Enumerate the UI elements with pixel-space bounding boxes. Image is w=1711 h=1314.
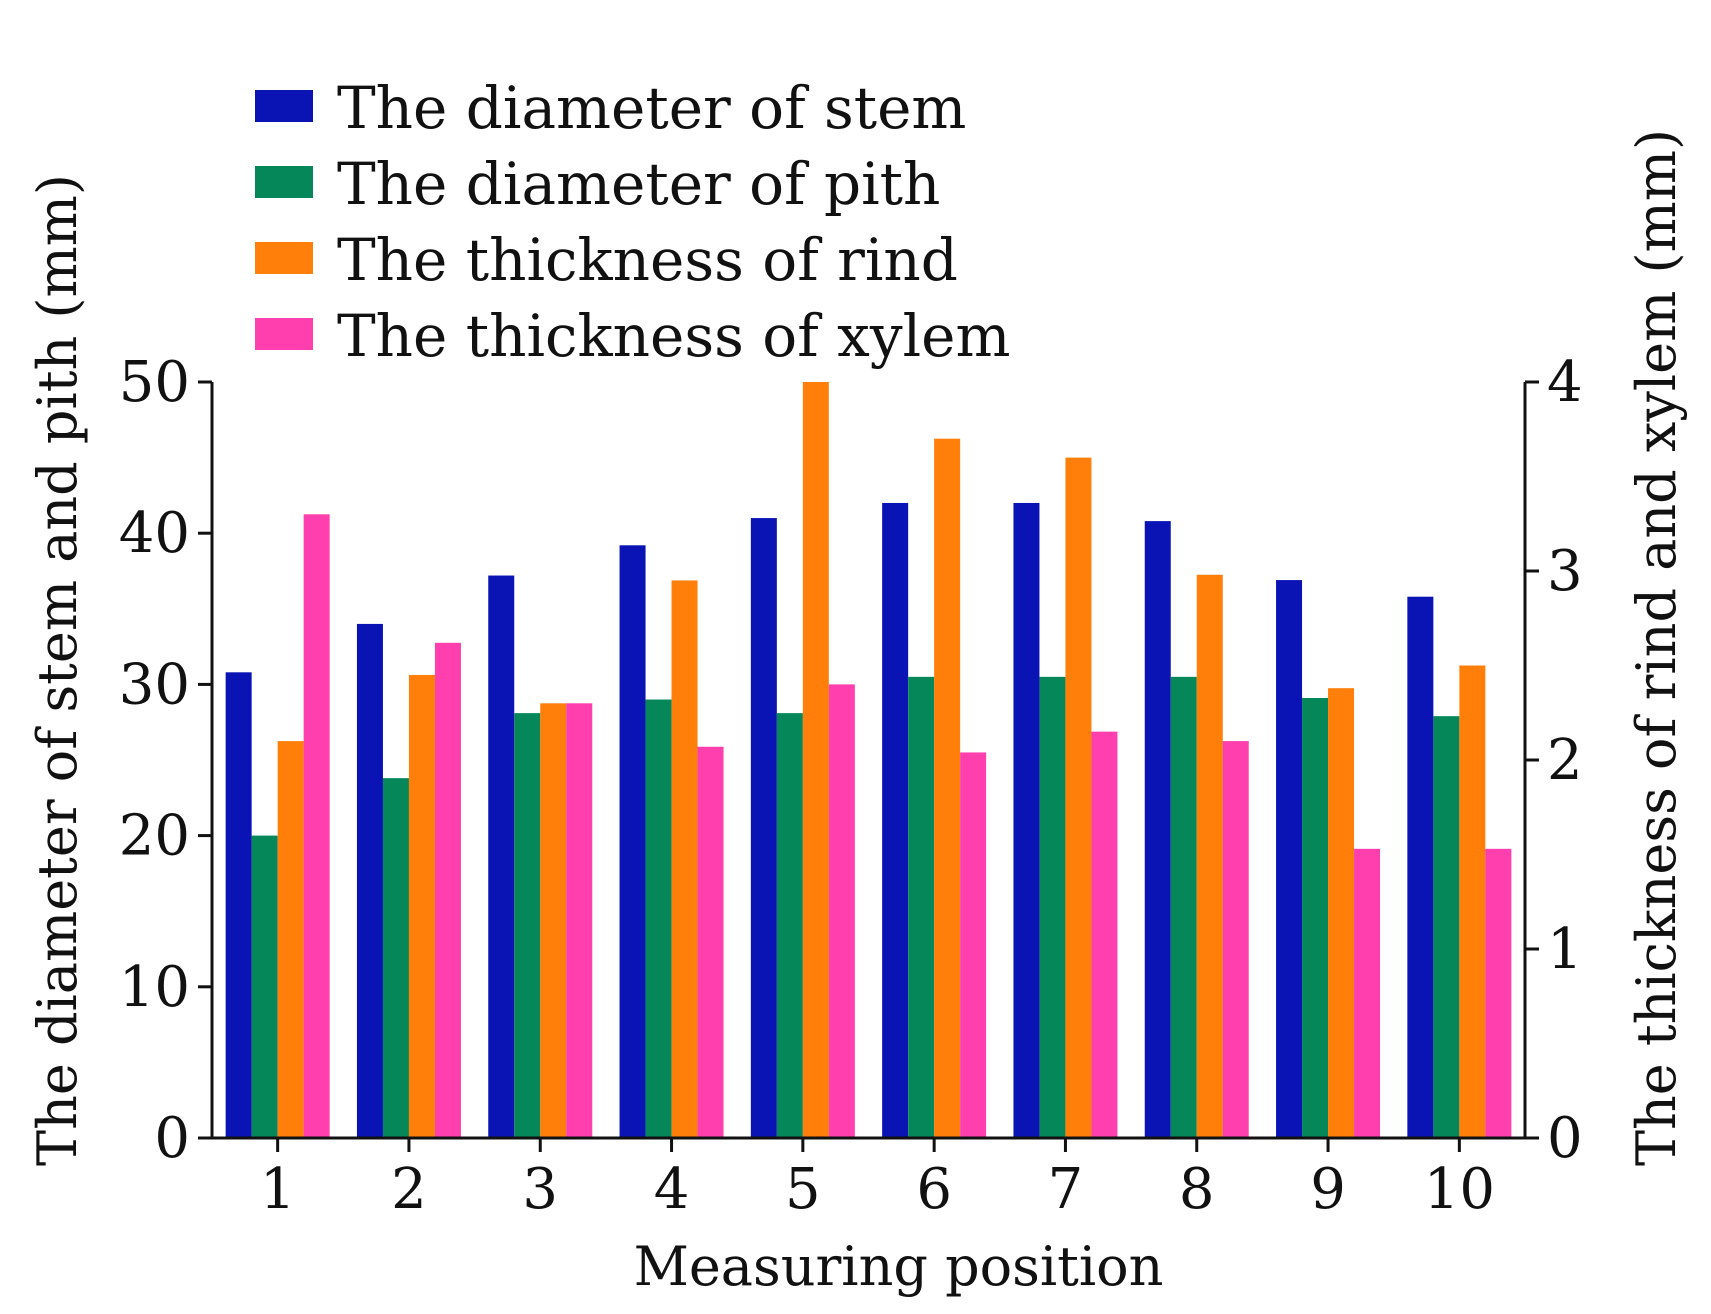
bar-the-thickness-of-rind-4 [671, 580, 698, 1138]
y-right-tick-label: 0 [1547, 1106, 1583, 1171]
bar-the-diameter-of-stem-6 [882, 502, 909, 1139]
bar-the-thickness-of-xylem-7 [1091, 731, 1118, 1138]
x-tick-label: 5 [785, 1157, 821, 1222]
bar-the-thickness-of-xylem-4 [697, 746, 724, 1138]
y-left-tick-label: 0 [154, 1106, 190, 1171]
bar-the-diameter-of-pith-5 [776, 713, 803, 1138]
x-tick-label: 9 [1310, 1157, 1346, 1222]
bar-the-thickness-of-rind-3 [540, 703, 567, 1138]
bar-the-thickness-of-rind-10 [1459, 665, 1486, 1138]
bar-the-diameter-of-pith-9 [1302, 698, 1329, 1138]
bar-the-thickness-of-xylem-5 [828, 684, 855, 1138]
bar-the-diameter-of-pith-10 [1433, 716, 1460, 1138]
x-tick-label: 7 [1048, 1157, 1084, 1222]
ticks: 0 10 20 30 40 50 0 1 2 3 4 1 2 3 4 5 6 7 8 9 10 [119, 350, 1583, 1222]
x-tick-label: 4 [654, 1157, 690, 1222]
bar-the-diameter-of-stem-8 [1144, 521, 1171, 1138]
x-tick-label: 3 [522, 1157, 558, 1222]
bar-the-diameter-of-stem-4 [619, 545, 646, 1138]
bar-the-thickness-of-xylem-6 [960, 752, 987, 1138]
bar-the-diameter-of-stem-10 [1407, 596, 1434, 1138]
x-axis-title: Measuring position [634, 1235, 1164, 1298]
y-left-tick-label: 10 [119, 955, 190, 1020]
x-tick-label: 6 [916, 1157, 952, 1222]
y-right-tick-label: 2 [1547, 728, 1583, 793]
legend-swatch [255, 166, 313, 198]
y-left-tick-label: 40 [119, 501, 190, 566]
bar-the-thickness-of-rind-9 [1328, 688, 1355, 1138]
bar-the-thickness-of-xylem-1 [303, 514, 330, 1138]
y-left-tick-label: 50 [119, 350, 190, 415]
bar-the-diameter-of-stem-7 [1013, 502, 1040, 1139]
x-tick-label: 8 [1179, 1157, 1215, 1222]
legend-label: The thickness of xylem [337, 302, 1010, 370]
bar-the-thickness-of-rind-7 [1065, 457, 1092, 1139]
bars [225, 382, 1512, 1139]
bar-the-thickness-of-rind-8 [1196, 574, 1223, 1138]
legend-swatch [255, 242, 313, 274]
x-tick-label: 2 [391, 1157, 427, 1222]
bar-the-diameter-of-pith-2 [382, 778, 409, 1138]
y-axis-right-title: The thickness of rind and xylem (mm) [1625, 129, 1688, 1166]
x-tick-label: 10 [1424, 1157, 1495, 1222]
bar-the-thickness-of-rind-6 [934, 438, 961, 1138]
bar-the-thickness-of-xylem-10 [1485, 848, 1512, 1138]
bar-the-thickness-of-xylem-9 [1354, 848, 1381, 1138]
bar-the-thickness-of-rind-2 [408, 674, 435, 1138]
legend-label: The diameter of pith [337, 150, 940, 218]
x-tick-label: 1 [260, 1157, 296, 1222]
bar-the-thickness-of-xylem-3 [566, 703, 593, 1138]
bar-the-thickness-of-xylem-8 [1222, 741, 1249, 1138]
bar-the-diameter-of-stem-9 [1276, 580, 1303, 1138]
legend-label: The thickness of rind [337, 226, 958, 294]
legend-swatch [255, 90, 313, 122]
bar-the-diameter-of-stem-5 [750, 518, 777, 1138]
bar-the-diameter-of-stem-1 [225, 672, 252, 1138]
y-right-tick-label: 4 [1547, 350, 1583, 415]
y-axis-left-title: The diameter of stem and pith (mm) [26, 174, 89, 1166]
y-left-tick-label: 30 [119, 652, 190, 717]
legend-label: The diameter of stem [337, 74, 966, 142]
y-left-tick-label: 20 [119, 804, 190, 869]
y-right-tick-label: 1 [1547, 917, 1583, 982]
bar-the-diameter-of-pith-6 [908, 676, 935, 1138]
bar-the-diameter-of-pith-7 [1039, 676, 1066, 1138]
legend: The diameter of stem The diameter of pith… [255, 74, 1010, 370]
bar-the-diameter-of-stem-3 [488, 575, 515, 1138]
bar-the-diameter-of-pith-3 [514, 713, 541, 1138]
bar-the-diameter-of-stem-2 [356, 623, 383, 1138]
bar-the-diameter-of-pith-1 [251, 835, 278, 1138]
bar-the-thickness-of-rind-1 [277, 741, 304, 1138]
bar-the-diameter-of-pith-8 [1170, 676, 1197, 1138]
y-right-tick-label: 3 [1547, 539, 1583, 604]
bar-the-thickness-of-xylem-2 [434, 642, 461, 1138]
legend-swatch [255, 318, 313, 350]
bar-the-thickness-of-rind-5 [802, 382, 829, 1138]
bar-the-diameter-of-pith-4 [645, 699, 672, 1138]
